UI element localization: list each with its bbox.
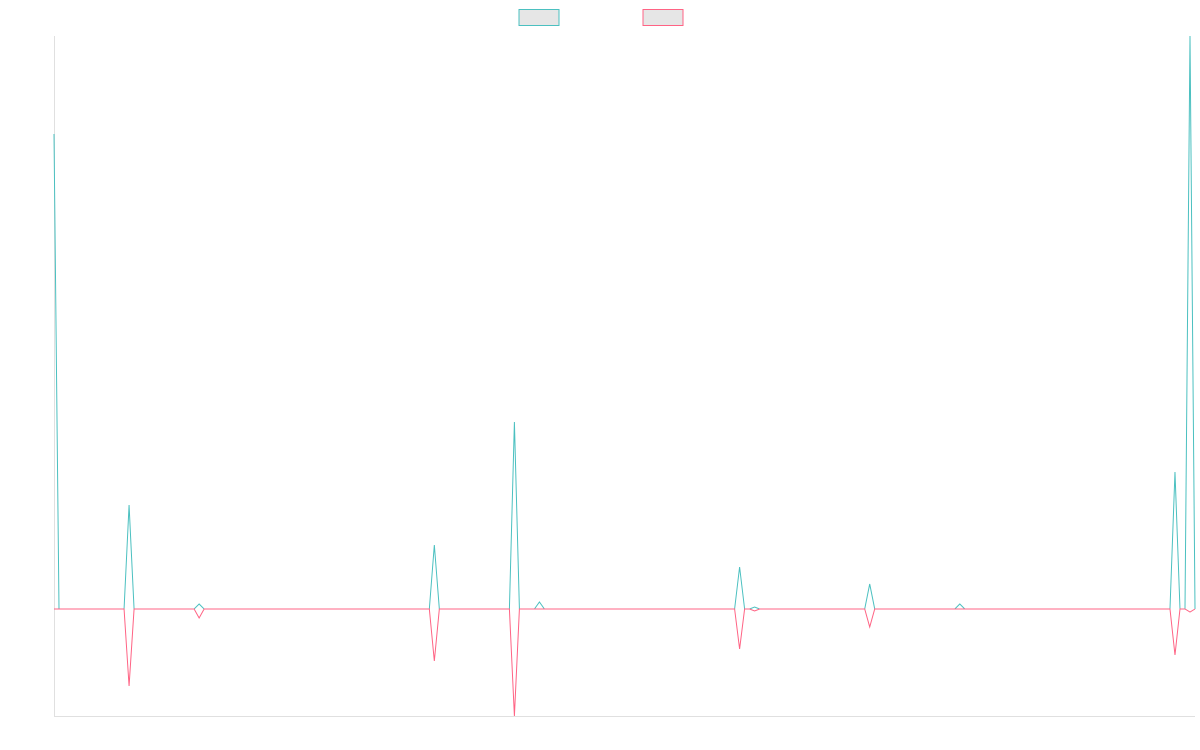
series-line [53,35,1196,610]
legend-swatch[interactable] [518,9,560,26]
legend-swatch[interactable] [642,9,684,26]
series-line [54,608,1196,717]
